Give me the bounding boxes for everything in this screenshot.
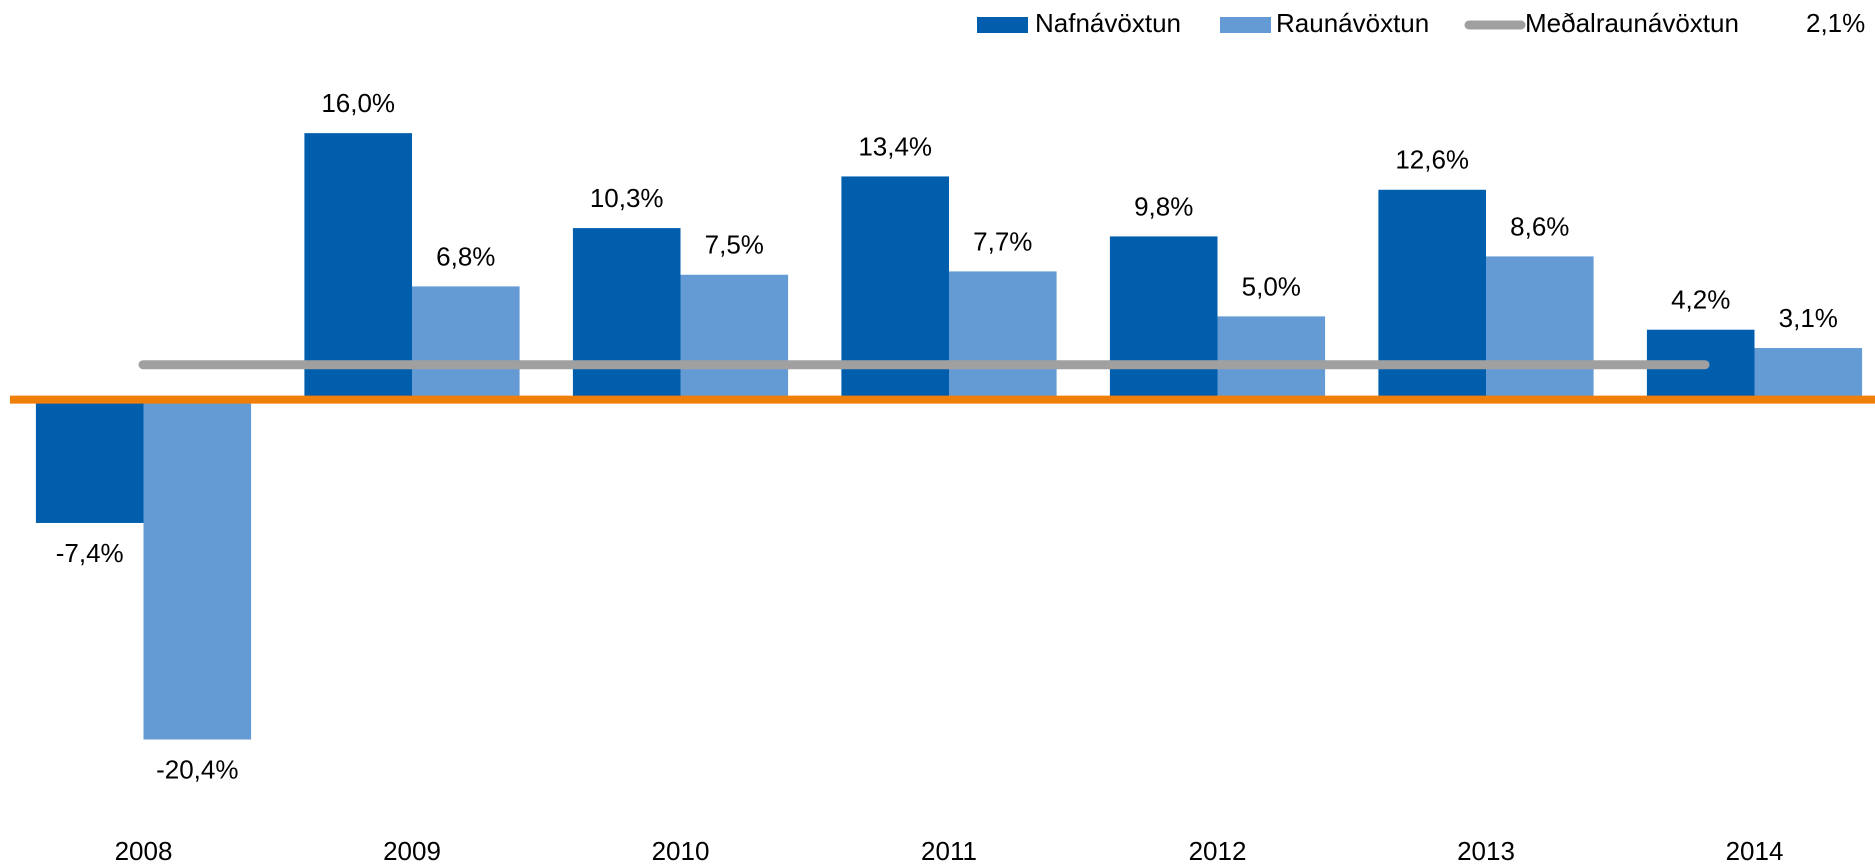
x-tick-label: 2011 [921, 836, 977, 866]
x-tick-label: 2014 [1726, 836, 1784, 866]
x-tick-label: 2009 [383, 836, 441, 866]
data-label: 13,4% [858, 131, 932, 161]
x-tick-label: 2010 [652, 836, 710, 866]
bar [35, 399, 144, 523]
x-tick-label: 2012 [1189, 836, 1247, 866]
legend-label: Nafnávöxtun [1035, 8, 1181, 38]
data-label: 7,7% [973, 226, 1032, 256]
data-label: 12,6% [1395, 145, 1469, 175]
data-label: 4,2% [1671, 285, 1730, 315]
data-label: 10,3% [590, 183, 664, 213]
legend-label: Meðalraunávöxtun [1525, 8, 1739, 38]
legend-swatch [1220, 17, 1271, 33]
x-tick-label: 2008 [115, 836, 173, 866]
legend-value: 2,1% [1806, 8, 1865, 38]
data-label: 16,0% [321, 88, 395, 118]
bar [1754, 348, 1863, 400]
bar [412, 286, 520, 400]
legend-swatch [977, 17, 1028, 33]
bar [1109, 236, 1218, 400]
data-label: 3,1% [1779, 303, 1838, 333]
bar [949, 271, 1057, 400]
data-label: 8,6% [1510, 211, 1569, 241]
bar [572, 228, 681, 400]
bar [1486, 256, 1594, 400]
bar [304, 133, 412, 400]
data-label: 5,0% [1242, 271, 1301, 301]
data-label: 7,5% [705, 230, 764, 260]
legend-label: Raunávöxtun [1276, 8, 1429, 38]
data-label: -20,4% [156, 754, 238, 784]
bar [143, 399, 252, 740]
x-tick-label: 2013 [1457, 836, 1515, 866]
bar [1217, 316, 1326, 400]
data-label: 6,8% [436, 241, 495, 271]
data-label: 9,8% [1134, 191, 1193, 221]
data-label: -7,4% [56, 538, 124, 568]
bar [680, 274, 789, 400]
